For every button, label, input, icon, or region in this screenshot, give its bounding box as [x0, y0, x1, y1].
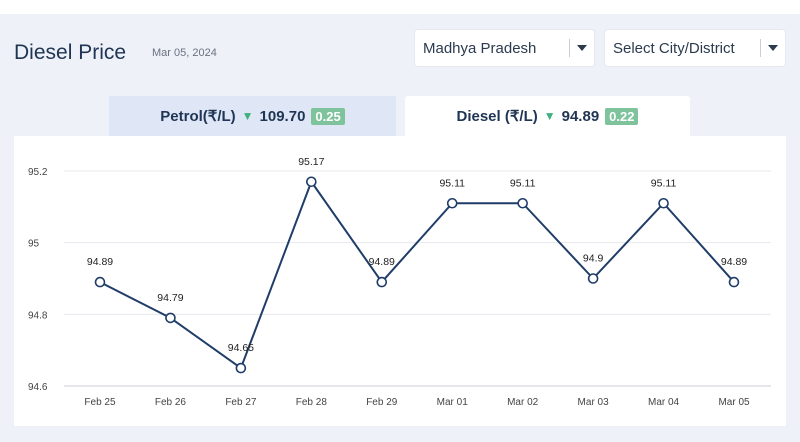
data-label: 94.65	[228, 342, 254, 354]
y-tick-label: 95	[28, 239, 40, 250]
x-tick-label: Feb 25	[84, 397, 116, 408]
down-arrow-icon: ▼	[543, 109, 556, 123]
chevron-down-icon[interactable]	[570, 45, 594, 51]
price-line-chart: 94.6 94.8 95 95.2 Feb 25 Feb 26 Feb 27 Feb 28 Fe…	[28, 156, 771, 408]
data-label: 95.11	[439, 177, 465, 189]
data-point	[517, 197, 528, 209]
data-point	[94, 276, 106, 288]
y-tick-label: 94.8	[28, 310, 48, 321]
x-tick-label: Feb 28	[296, 397, 328, 408]
tab-diesel[interactable]: Diesel (₹/L) ▼ 94.89 0.22	[405, 96, 690, 136]
x-tick-label: Mar 05	[718, 397, 750, 408]
dropdown-separator	[569, 39, 570, 57]
bottom-strip	[0, 426, 800, 442]
data-point	[658, 197, 669, 209]
data-label: 95.11	[651, 177, 677, 189]
x-tick-label: Feb 26	[155, 397, 187, 408]
dropdown-separator	[760, 39, 761, 57]
tab-diesel-label: Diesel (₹/L)	[456, 108, 538, 125]
series-line	[99, 180, 735, 370]
tab-petrol-label: Petrol(₹/L)	[160, 108, 236, 125]
x-tick-label: Feb 27	[225, 397, 257, 408]
city-dropdown[interactable]: Select City/District	[605, 30, 785, 66]
data-label: 94.79	[157, 292, 183, 304]
y-tick-label: 94.6	[28, 382, 48, 393]
top-strip	[0, 0, 800, 14]
data-point	[587, 273, 599, 284]
x-tick-label: Mar 01	[437, 397, 469, 408]
data-point	[446, 197, 458, 209]
price-change-badge: 0.25	[311, 107, 345, 125]
x-tick-label: Mar 03	[578, 397, 610, 408]
data-point	[376, 276, 388, 288]
x-tick-label: Mar 04	[648, 397, 680, 408]
price-change-badge: 0.22	[605, 107, 639, 125]
tab-petrol-price: 109.70	[259, 107, 306, 125]
data-label: 94.89	[87, 256, 113, 268]
down-arrow-icon: ▼	[241, 109, 254, 123]
x-tick-label: Mar 02	[507, 397, 539, 408]
city-dropdown-label: Select City/District	[613, 39, 735, 57]
y-tick-label: 95.2	[28, 167, 48, 178]
tab-petrol[interactable]: Petrol(₹/L) ▼ 109.70 0.25	[109, 96, 396, 136]
page-date: Mar 05, 2024	[152, 47, 217, 59]
data-point	[165, 312, 176, 324]
chevron-down-icon[interactable]	[761, 45, 785, 51]
x-tick-label: Feb 29	[366, 397, 398, 408]
data-label: 94.89	[369, 256, 395, 268]
data-label: 95.11	[510, 177, 536, 189]
tab-diesel-price: 94.89	[561, 107, 600, 125]
data-point	[728, 276, 740, 288]
data-label: 95.17	[298, 156, 324, 168]
data-point	[306, 176, 317, 188]
state-dropdown[interactable]: Madhya Pradesh	[415, 30, 594, 66]
state-dropdown-label: Madhya Pradesh	[423, 39, 537, 57]
page-title: Diesel Price	[14, 41, 127, 64]
data-point	[235, 362, 247, 374]
price-chart-card: 94.6 94.8 95 95.2 Feb 25 Feb 26 Feb 27 Feb 28 Fe…	[14, 136, 786, 426]
data-label: 94.89	[721, 256, 747, 268]
data-label: 94.9	[583, 253, 604, 265]
